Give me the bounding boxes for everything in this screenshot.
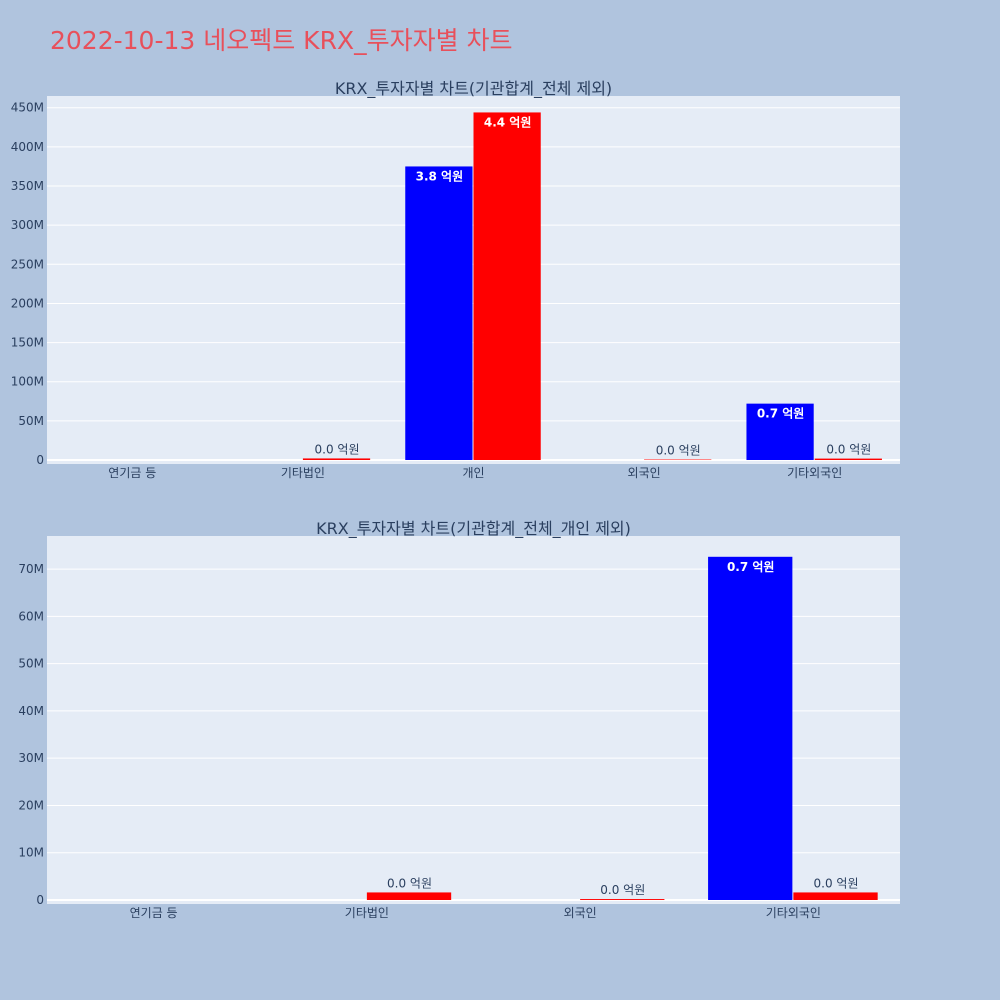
chart-2-y-tick-label: 50M bbox=[18, 657, 44, 671]
chart-1-y-tick-label: 250M bbox=[11, 257, 44, 271]
page-title: 2022-10-13 네오펙트 KRX_투자자별 차트 bbox=[50, 26, 513, 55]
chart-1-y-tick-label: 100M bbox=[11, 375, 44, 389]
chart-2-bar bbox=[366, 892, 452, 900]
chart-1-y-tick-label: 400M bbox=[11, 140, 44, 154]
chart-1-bar bbox=[814, 458, 882, 460]
chart-2-x-tick-label: 연기금 등 bbox=[130, 906, 178, 920]
chart-2-y-tick-label: 40M bbox=[18, 704, 44, 718]
chart-1-x-tick-label: 연기금 등 bbox=[108, 466, 156, 480]
chart-1-bar bbox=[746, 403, 814, 460]
chart-2-data-label: 0.7 억원 bbox=[727, 560, 775, 574]
chart-1-bar bbox=[302, 458, 371, 460]
chart-2-title: KRX_투자자별 차트(기관합계_전체_개인 제외) bbox=[316, 519, 631, 539]
chart-2-y-tick-label: 30M bbox=[18, 751, 44, 765]
chart-2-y-tick-label: 0 bbox=[36, 893, 44, 907]
chart-1-y-tick-label: 150M bbox=[11, 336, 44, 350]
chart-1-y-tick-label: 50M bbox=[18, 414, 44, 428]
chart-1-y-tick-label: 300M bbox=[11, 218, 44, 232]
chart-2-y-tick-label: 20M bbox=[18, 798, 44, 812]
chart-1-x-tick-label: 개인 bbox=[462, 466, 484, 480]
chart-2-data-label: 0.0 억원 bbox=[814, 876, 859, 890]
chart-1-x-tick-label: 기타외국인 bbox=[787, 466, 842, 480]
chart-2-bar bbox=[793, 892, 878, 900]
chart-2-data-label: 0.0 억원 bbox=[387, 876, 432, 890]
chart-1-x-tick-label: 기타법인 bbox=[281, 466, 325, 480]
chart-2-x-tick-label: 기타외국인 bbox=[766, 906, 821, 920]
chart-2: 0 10M 20M 30M 40M 50M 60M 70M KRX_투자자별 차트(기관합계_전… bbox=[18, 519, 900, 920]
chart-1-y-tick-label: 350M bbox=[11, 179, 44, 193]
chart-1-x-tick-label: 외국인 bbox=[628, 466, 661, 480]
chart-1-y-tick-label: 450M bbox=[11, 101, 44, 115]
chart-1-data-label: 0.0 억원 bbox=[315, 442, 360, 456]
chart-1-y-tick-label: 0 bbox=[36, 453, 44, 467]
chart-1-data-label: 3.8 억원 bbox=[416, 169, 464, 183]
chart-1-data-label: 0.7 억원 bbox=[757, 407, 805, 421]
chart-1-title: KRX_투자자별 차트(기관합계_전체 제외) bbox=[335, 79, 612, 99]
chart-2-y-tick-label: 60M bbox=[18, 609, 44, 623]
chart-1-data-label: 4.4 억원 bbox=[484, 115, 532, 129]
chart-2-data-label: 0.0 억원 bbox=[600, 883, 645, 897]
chart-1-y-tick-label: 200M bbox=[11, 296, 44, 310]
chart-1-data-label: 0.0 억원 bbox=[656, 444, 701, 458]
chart-2-x-tick-label: 외국인 bbox=[564, 906, 597, 920]
chart-1: 0 50M 100M 150M 200M 250M 300M 350M 400M 450M KRX_… bbox=[11, 79, 900, 480]
chart-2-y-tick-label: 70M bbox=[18, 562, 44, 576]
chart-1-bar bbox=[473, 112, 541, 460]
chart-1-bar bbox=[405, 166, 473, 461]
chart-2-bar bbox=[708, 556, 793, 900]
chart-2-x-tick-label: 기타법인 bbox=[345, 906, 389, 920]
chart-1-data-label: 0.0 억원 bbox=[826, 443, 871, 457]
chart-2-y-tick-label: 10M bbox=[18, 846, 44, 860]
chart-2-bar bbox=[580, 899, 665, 900]
